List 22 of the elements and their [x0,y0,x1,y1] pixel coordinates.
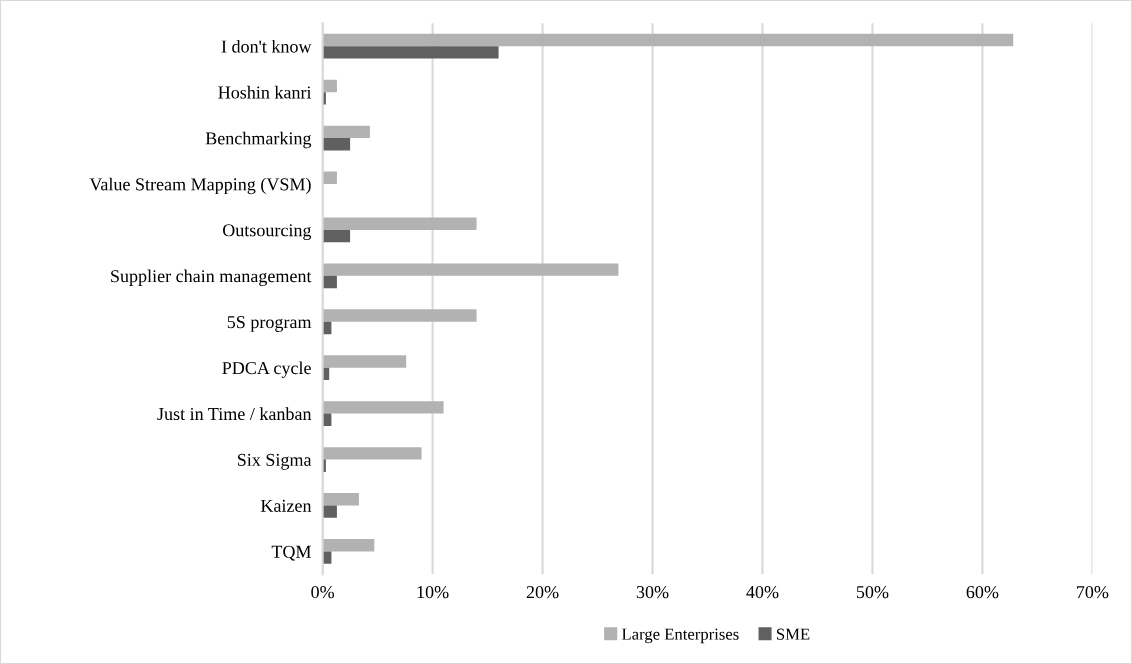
x-tick-label: 70% [1077,585,1109,599]
x-tick-label: 20% [526,585,559,599]
y-tick-label: Six Sigma [237,453,312,470]
y-tick-label: Benchmarking [205,131,312,149]
y-tick-label: 5S program [227,316,312,332]
x-tick-label: 30% [636,585,669,599]
legend-label: Large Enterprises [621,628,739,644]
x-tick-label: 60% [966,585,999,599]
y-tick-label: Outsourcing [222,224,312,241]
x-tick-label: 40% [746,585,779,599]
y-tick-label: Kaizen [260,499,312,512]
y-tick-label: Supplier chain management [111,269,312,286]
y-tick-label: Value Stream Mapping (VSM) [89,177,311,195]
x-tick-label: 0% [311,585,335,599]
y-tick-label: PDCA cycle [222,361,311,378]
y-tick-label: Hoshin kanri [218,85,312,99]
y-tick-label: TQM [271,545,311,561]
x-tick-label: 50% [856,585,889,599]
y-tick-label: I don't know [221,39,312,53]
legend-label: SME [777,628,810,640]
x-tick-label: 10% [417,585,449,599]
y-tick-label: Just in Time / kanban [157,407,312,421]
